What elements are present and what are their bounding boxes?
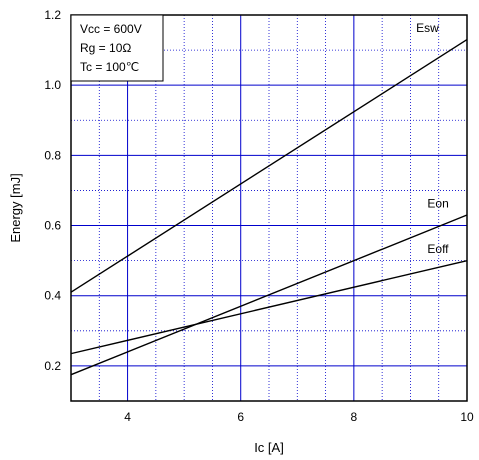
x-tick-labels: 4 6 8 10 (124, 410, 474, 424)
plot-frame (70, 14, 468, 402)
series-line-eoff (70, 259, 468, 355)
y-tick-label: 1.0 (44, 78, 61, 92)
x-axis-label: Ic [A] (254, 440, 284, 455)
y-tick-label: 0.6 (44, 219, 61, 233)
x-tick-label: 6 (237, 410, 244, 424)
x-tick-label: 10 (460, 410, 474, 424)
x-tick-label: 4 (124, 410, 131, 424)
condition-rg: Rg = 10Ω (80, 41, 131, 55)
y-tick-label: 0.8 (44, 148, 61, 162)
conditions-box-border (70, 14, 164, 82)
series-line-eon (70, 214, 468, 376)
minor-grid (71, 15, 467, 401)
y-tick-label: 1.2 (44, 8, 61, 22)
x-tick-label: 8 (351, 410, 358, 424)
series-lines (70, 38, 468, 376)
series-label-eon: Eon (427, 197, 448, 211)
conditions-box: Vcc = 600V Rg = 10Ω Tc = 100℃ (70, 14, 164, 82)
y-tick-labels: 0.2 0.4 0.6 0.8 1.0 1.2 (44, 8, 61, 373)
y-axis-label: Energy [mJ] (8, 173, 23, 242)
series-line-esw (70, 38, 468, 293)
series-label-eoff: Eoff (427, 242, 449, 256)
series-labels: Esw Eon Eoff (416, 21, 449, 256)
condition-vcc: Vcc = 600V (80, 22, 142, 36)
y-tick-label: 0.2 (44, 359, 61, 373)
y-tick-label: 0.4 (44, 289, 61, 303)
condition-tc: Tc = 100℃ (80, 60, 139, 74)
series-label-esw: Esw (416, 21, 439, 35)
major-grid (71, 15, 467, 401)
